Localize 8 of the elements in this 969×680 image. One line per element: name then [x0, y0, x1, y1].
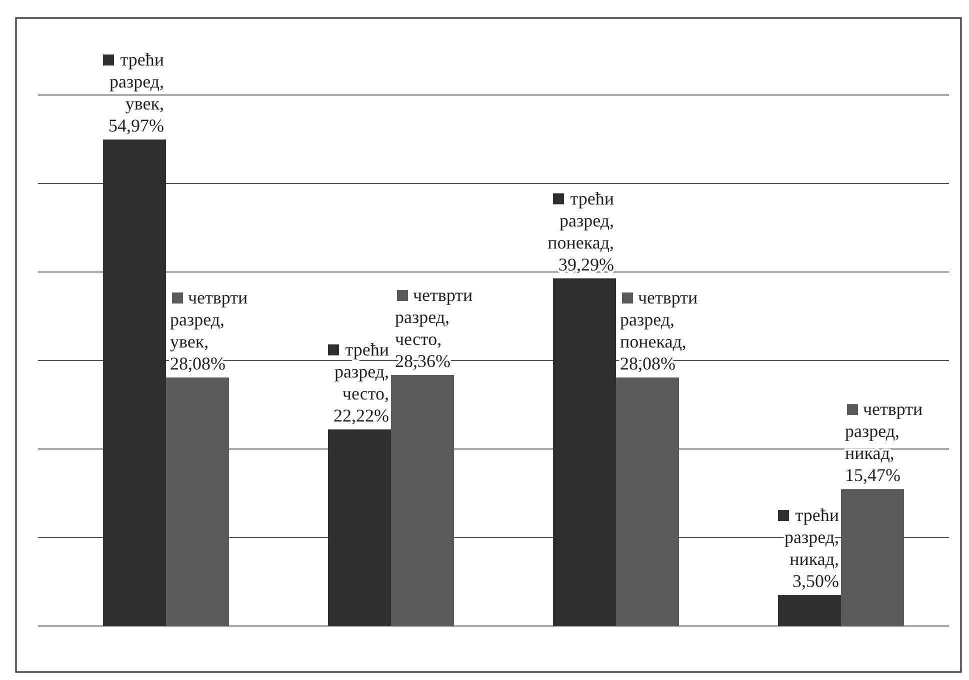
data-label: трећи разред, често, 22,22% [327, 339, 390, 426]
bar [553, 278, 616, 626]
data-label: трећи разред, понекад, 39,29% [548, 188, 614, 274]
data-label: трећи разред, увек, 54,97% [102, 50, 164, 136]
bar [778, 595, 841, 626]
bar [103, 140, 166, 626]
bar [328, 429, 391, 626]
data-label: четврти разред, никад, 15,47% [845, 399, 924, 486]
